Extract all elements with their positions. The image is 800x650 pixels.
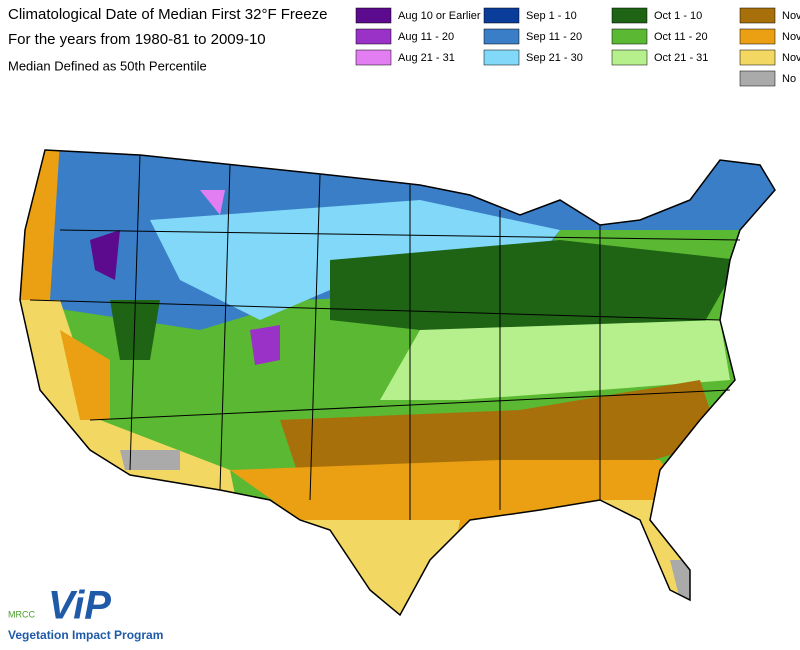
legend-swatch [483,28,520,45]
legend-label: Nov 11 - 20 [782,31,800,43]
state-lines [29,154,741,520]
legend-swatch [483,49,520,66]
legend-label: Nov 1 - 10 [782,10,800,22]
legend-label: Nov 21 or Later [782,52,800,64]
legend-label: No Recent Frz [782,73,800,85]
legend-label: Oct 21 - 31 [654,52,708,64]
legend-label: Oct 11 - 20 [654,31,708,43]
legend-swatch [611,28,648,45]
title: Climatological Date of Median First 32°F… [8,6,327,23]
legend-swatch [611,49,648,66]
legend-swatch [739,28,776,45]
period: For the years from 1980-81 to 2009-10 [8,31,266,48]
us-outline [19,149,776,617]
logo-mark: ViP [48,584,111,628]
legend-swatch [739,70,776,87]
legend-label: Aug 10 or Earlier [398,10,481,22]
legend-swatch [483,7,520,24]
legend-swatch [739,49,776,66]
legend-label: Sep 1 - 10 [526,10,577,22]
legend-swatch [355,28,392,45]
legend: Aug 10 or Earlier Aug 11 - 20 Aug 21 - 31 S… [355,7,800,87]
legend-swatch [611,7,648,24]
legend-swatch [739,7,776,24]
logo-org: MRCC [8,609,35,619]
logo-name: Vegetation Impact Program [8,628,163,642]
legend-swatch [355,49,392,66]
legend-label: Sep 21 - 30 [526,52,583,64]
legend-label: Aug 11 - 20 [398,31,454,43]
legend-label: Sep 11 - 20 [526,31,582,43]
legend-swatch [355,7,392,24]
note: Median Defined as 50th Percentile [8,58,207,73]
legend-label: Oct 1 - 10 [654,10,702,22]
legend-label: Aug 21 - 31 [398,52,455,64]
